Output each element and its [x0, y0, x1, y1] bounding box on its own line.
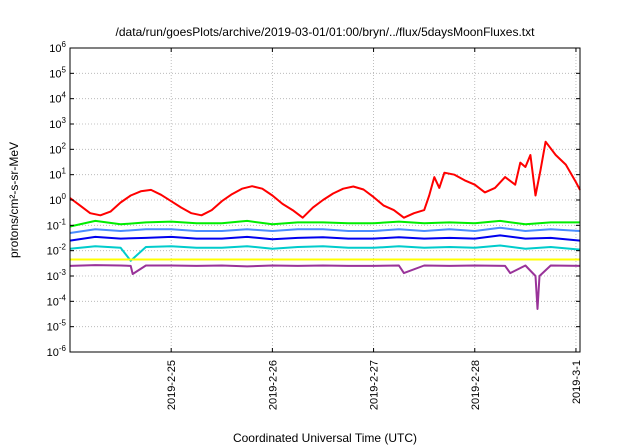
x-tick-label: 2019-2-28: [470, 360, 482, 410]
y-axis-title: protons/cm²-s-sr-MeV: [7, 142, 21, 258]
y-tick-label: 10-5: [47, 319, 67, 334]
y-tick-label: 10-6: [47, 344, 67, 359]
series-line-2: [69, 226, 581, 234]
y-tick-label: 101: [49, 167, 66, 182]
y-tick-label: 105: [49, 65, 66, 80]
x-tick-label: 2019-2-27: [369, 360, 381, 410]
y-tick-label: 10-1: [47, 217, 67, 232]
y-tick-label: 10-2: [47, 243, 67, 258]
x-tick-label: 2019-2-25: [166, 360, 178, 410]
x-tick-label: 2019-3-1: [571, 360, 583, 404]
series-line-6: [69, 264, 581, 310]
series-line-4: [69, 244, 581, 262]
y-tick-label: 100: [49, 192, 66, 207]
x-tick-label: 2019-2-26: [267, 360, 279, 410]
x-axis-title: Coordinated Universal Time (UTC): [233, 431, 417, 445]
y-tick-label: 102: [49, 141, 66, 156]
grid-lines: [70, 48, 580, 352]
y-tick-label: 10-3: [47, 268, 67, 283]
series-line-0: [69, 140, 581, 219]
chart-title: /data/run/goesPlots/archive/2019-03-01/0…: [116, 25, 536, 39]
series-layer: [69, 140, 581, 310]
x-axis-ticks: 2019-2-25 2019-2-26 2019-2-27 2019-2-28 2019…: [166, 48, 583, 410]
series-line-3: [69, 234, 581, 242]
y-tick-label: 10-4: [47, 293, 67, 308]
y-axis-ticks: 106 105 104 103 102 101 100 10-1 10-2 10-3 10-4 10-…: [47, 40, 580, 359]
series-line-1: [69, 219, 580, 228]
y-tick-label: 103: [49, 116, 66, 131]
y-tick-label: 104: [49, 91, 66, 106]
y-tick-label: 106: [49, 40, 66, 55]
